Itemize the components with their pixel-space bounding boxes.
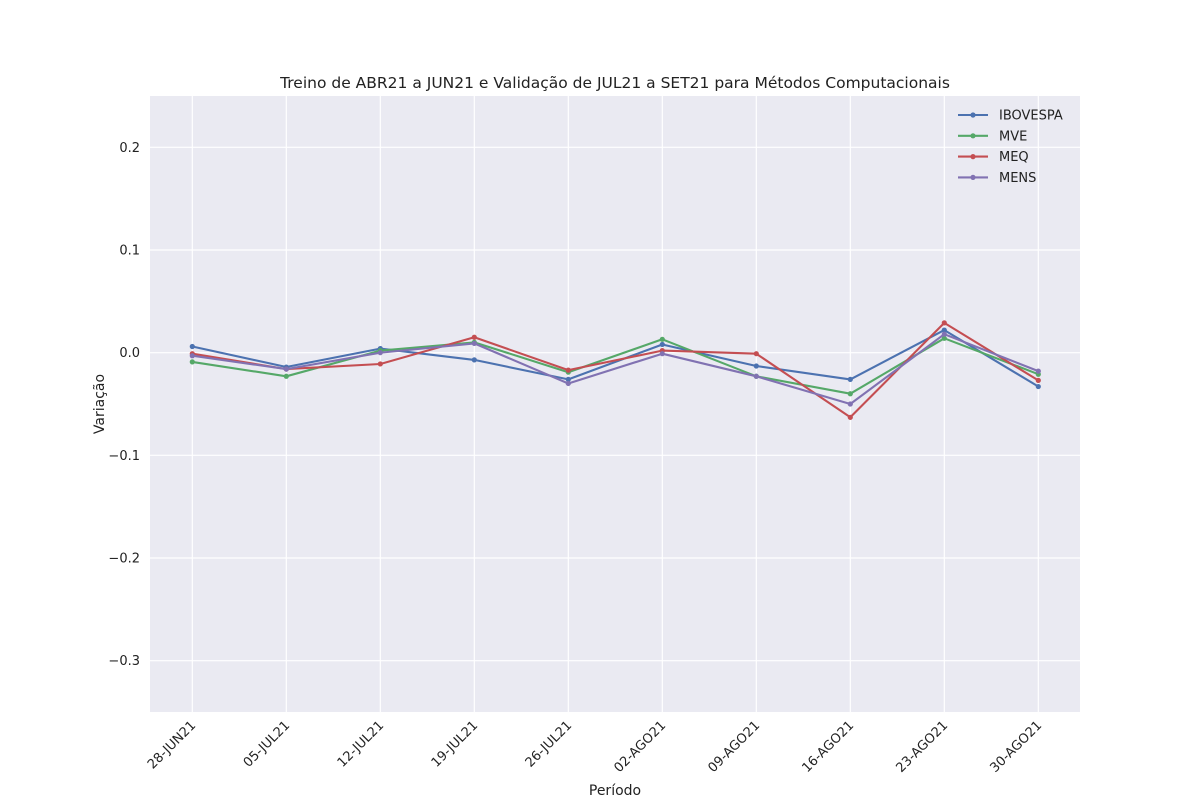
data-point-meq xyxy=(471,334,477,340)
data-point-ibovespa xyxy=(565,376,571,382)
legend-label-mens: MENS xyxy=(999,171,1036,186)
x-tick-label: 23-AGO21 xyxy=(894,718,952,776)
data-point-mve xyxy=(659,336,665,342)
data-point-meq xyxy=(941,320,947,326)
data-point-mve xyxy=(189,359,195,365)
data-point-mens xyxy=(753,373,759,379)
x-tick-label: 28-JUN21 xyxy=(145,718,199,772)
data-point-meq xyxy=(847,414,853,420)
legend-item-mve: MVE xyxy=(958,129,1027,144)
data-point-ibovespa xyxy=(753,363,759,369)
y-tick-label: 0.2 xyxy=(119,141,140,156)
y-axis-label: Variação xyxy=(92,374,108,434)
data-point-mens xyxy=(471,340,477,347)
data-point-mens xyxy=(659,351,665,357)
x-tick-label: 02-AGO21 xyxy=(612,718,670,776)
legend-label-mve: MVE xyxy=(999,129,1027,144)
x-axis-label: Período xyxy=(589,783,641,799)
data-point-meq xyxy=(565,367,571,373)
data-point-meq xyxy=(753,351,759,357)
data-point-ibovespa xyxy=(471,357,477,363)
series-line-ibovespa xyxy=(192,329,1039,388)
y-tick-label: 0.1 xyxy=(119,244,140,259)
data-point-mens xyxy=(377,350,383,356)
legend-label-ibovespa: IBOVESPA xyxy=(999,109,1063,124)
legend-item-mens: MENS xyxy=(958,171,1036,186)
data-point-mens xyxy=(847,401,853,407)
data-point-mens xyxy=(565,380,571,387)
x-tick-label: 12-JUL21 xyxy=(335,718,387,770)
data-point-mve xyxy=(941,335,947,341)
data-point-mens xyxy=(189,353,195,359)
x-tick-label: 09-AGO21 xyxy=(706,718,764,776)
legend-item-meq: MEQ xyxy=(958,150,1029,165)
x-tick-label: 26-JUL21 xyxy=(523,718,575,770)
data-point-mve xyxy=(283,373,289,379)
data-point-ibovespa xyxy=(189,343,195,350)
data-point-mve xyxy=(847,391,853,397)
x-tick-label: 30-AGO21 xyxy=(988,718,1046,776)
x-tick-label: 16-AGO21 xyxy=(800,718,858,776)
series-line-mens xyxy=(192,333,1039,406)
legend-marker-mve xyxy=(970,133,976,139)
legend-label-meq: MEQ xyxy=(999,150,1029,165)
data-point-mens xyxy=(941,331,947,337)
legend-marker-mens xyxy=(970,174,976,180)
plot-background xyxy=(150,96,1080,712)
x-tick-label: 19-JUL21 xyxy=(429,718,481,770)
y-tick-label: 0.0 xyxy=(119,346,140,361)
data-point-ibovespa xyxy=(941,327,947,333)
data-point-mens xyxy=(1035,368,1041,374)
series-layer xyxy=(189,320,1041,420)
series-line-mve xyxy=(192,337,1039,395)
legend-marker-ibovespa xyxy=(970,112,976,118)
y-tick-label: −0.1 xyxy=(108,449,140,464)
y-tick-label: −0.2 xyxy=(108,552,140,567)
chart-title: Treino de ABR21 a JUN21 e Validação de J… xyxy=(279,74,950,92)
data-point-meq xyxy=(377,361,383,367)
data-point-mens xyxy=(283,366,289,372)
legend-item-ibovespa: IBOVESPA xyxy=(958,109,1063,124)
data-point-ibovespa xyxy=(1035,383,1041,390)
legend: IBOVESPA MVE MEQ MENS xyxy=(958,109,1063,186)
data-point-ibovespa xyxy=(659,341,665,348)
legend-marker-meq xyxy=(970,154,976,160)
series-mens xyxy=(189,331,1041,407)
y-tick-label: −0.3 xyxy=(108,654,140,669)
x-tick-label: 05-JUL21 xyxy=(241,718,293,770)
data-point-ibovespa xyxy=(847,376,853,382)
data-point-meq xyxy=(1035,377,1041,383)
